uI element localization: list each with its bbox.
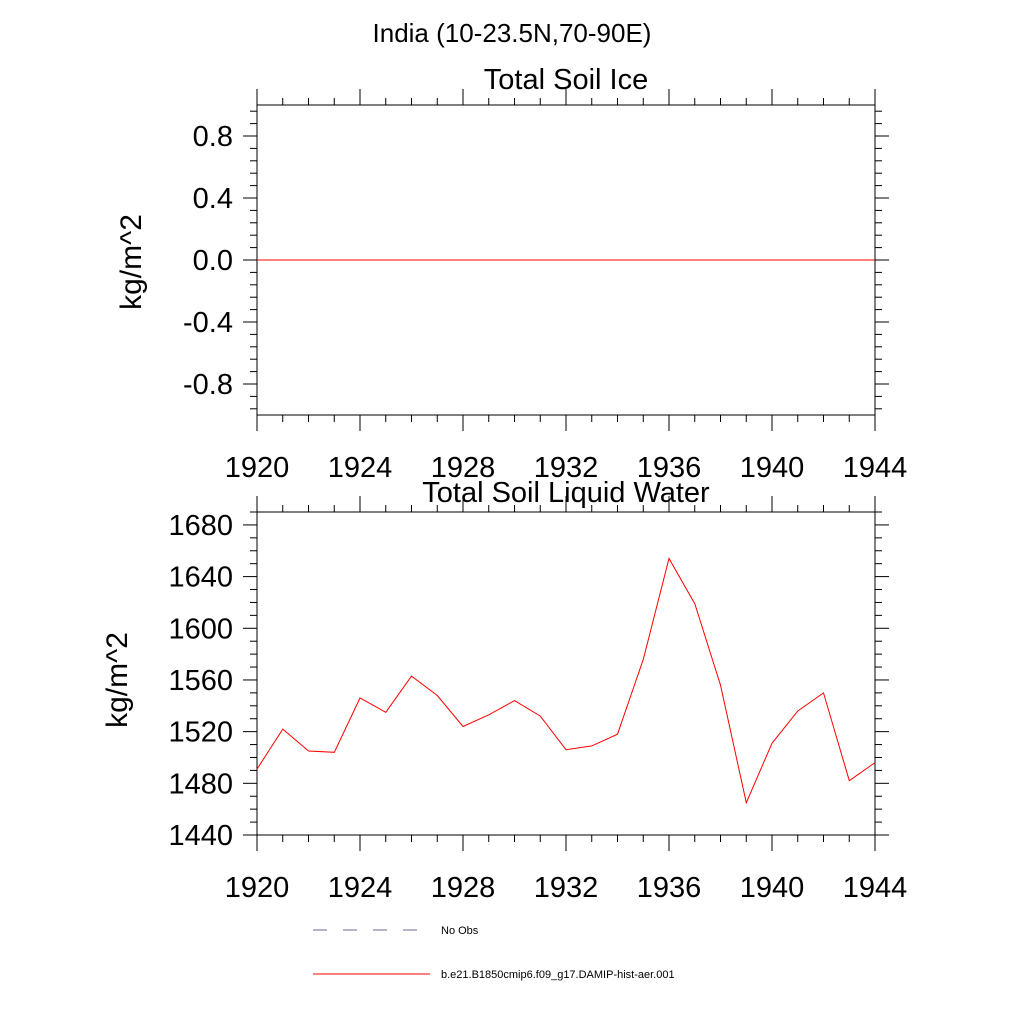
y-tick-label: 1640 <box>168 562 233 594</box>
page-title: India (10-23.5N,70-90E) <box>373 18 652 48</box>
legend: No Obs b.e21.B1850cmip6.f09_g17.DAMIP-hi… <box>313 925 675 981</box>
y-tick-label: 1480 <box>168 768 233 800</box>
x-tick-label: 1940 <box>740 452 805 484</box>
plot-frame <box>256 511 876 836</box>
y-tick-label: 1600 <box>168 613 233 645</box>
y-tick-label: 1520 <box>168 717 233 749</box>
x-tick-label: 1932 <box>534 452 599 484</box>
chart-panel-total-soil-liquid-water: Total Soil Liquid Water kg/m^2 1920 1924 1… <box>101 477 907 904</box>
x-tick-label: 1944 <box>843 452 908 484</box>
chart-panel-total-soil-ice: Total Soil Ice kg/m^2 1920 1924 1928 1932 19… <box>115 64 907 484</box>
legend-label-model: b.e21.B1850cmip6.f09_g17.DAMIP-hist-aer.… <box>441 969 675 981</box>
x-tick-label: 1944 <box>843 872 908 904</box>
x-tick-label: 1928 <box>431 452 496 484</box>
y-axis-label: kg/m^2 <box>101 632 134 728</box>
y-tick-label: 1560 <box>168 665 233 697</box>
y-tick-label: 0.0 <box>193 245 233 277</box>
y-tick-label: -0.8 <box>183 369 233 401</box>
x-tick-label: 1920 <box>225 452 290 484</box>
y-tick-label: -0.4 <box>183 307 233 339</box>
x-tick-label: 1928 <box>431 872 496 904</box>
series-line <box>256 557 876 805</box>
legend-label-no-obs: No Obs <box>441 925 479 937</box>
y-tick-label: 1680 <box>168 510 233 542</box>
x-tick-label: 1940 <box>740 872 805 904</box>
y-axis-label: kg/m^2 <box>115 214 148 310</box>
y-tick-label: 0.8 <box>193 121 233 153</box>
x-tick-label: 1932 <box>534 872 599 904</box>
y-tick-label: 1440 <box>168 820 233 852</box>
y-tick-label: 0.4 <box>193 183 233 215</box>
x-tick-label: 1924 <box>328 872 393 904</box>
x-tick-label: 1920 <box>225 872 290 904</box>
x-tick-label: 1924 <box>328 452 393 484</box>
x-tick-label: 1936 <box>637 452 702 484</box>
x-tick-label: 1936 <box>637 872 702 904</box>
